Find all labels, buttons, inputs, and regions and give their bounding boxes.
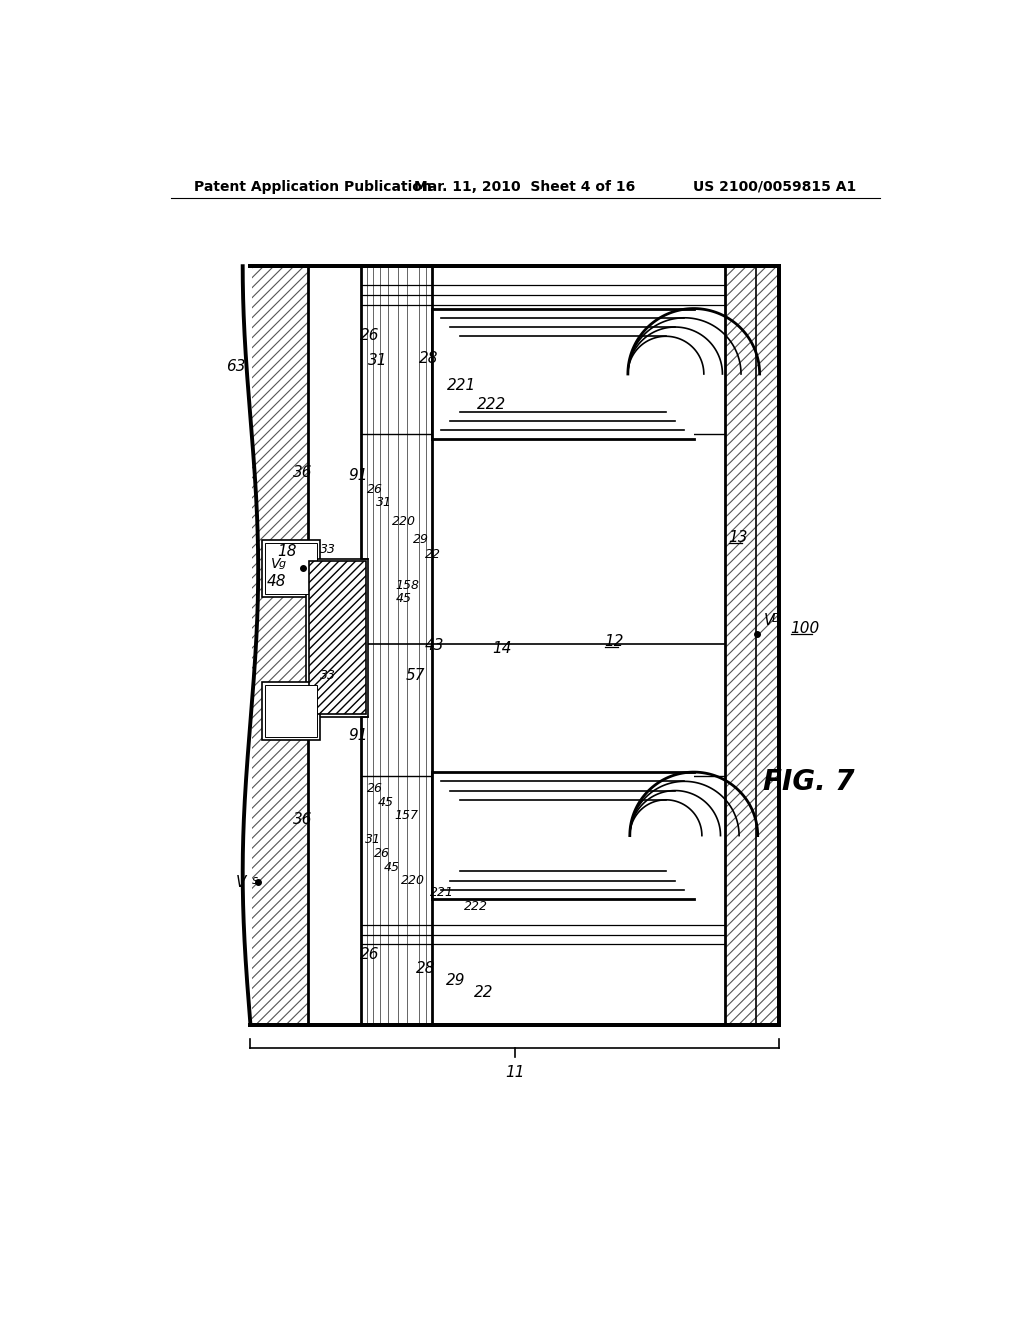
Text: 48: 48 xyxy=(267,574,287,590)
Text: V: V xyxy=(764,612,774,628)
Text: 45: 45 xyxy=(395,593,412,606)
Bar xyxy=(432,772,693,899)
Text: Patent Application Publication: Patent Application Publication xyxy=(194,180,432,194)
Bar xyxy=(265,685,317,737)
Text: 11: 11 xyxy=(505,1065,524,1080)
Bar xyxy=(252,268,308,1023)
Text: 222: 222 xyxy=(477,397,506,412)
Text: V: V xyxy=(271,557,281,572)
Text: 45: 45 xyxy=(384,861,399,874)
Text: 18: 18 xyxy=(278,544,297,558)
Text: 158: 158 xyxy=(395,579,420,593)
Text: 221: 221 xyxy=(430,887,455,899)
Text: 33: 33 xyxy=(319,543,336,556)
Bar xyxy=(725,268,777,1023)
Bar xyxy=(360,267,432,1024)
Text: s: s xyxy=(252,874,258,887)
Text: 13: 13 xyxy=(729,529,749,545)
Text: 14: 14 xyxy=(493,640,512,656)
Text: 12: 12 xyxy=(604,634,624,648)
Text: 157: 157 xyxy=(394,809,419,822)
Text: 22: 22 xyxy=(474,985,494,999)
Text: D: D xyxy=(772,612,781,626)
Text: 28: 28 xyxy=(417,961,436,975)
Text: 222: 222 xyxy=(464,899,487,912)
Text: 26: 26 xyxy=(360,946,380,962)
Text: 91: 91 xyxy=(348,469,368,483)
Text: 28: 28 xyxy=(419,351,438,366)
Bar xyxy=(306,558,369,717)
Text: 31: 31 xyxy=(368,354,387,368)
Bar xyxy=(262,540,321,598)
Bar xyxy=(252,268,308,1023)
Text: 63: 63 xyxy=(226,359,246,374)
Text: 26: 26 xyxy=(368,483,383,496)
Text: g: g xyxy=(280,558,287,569)
Bar xyxy=(262,682,321,739)
Bar xyxy=(265,543,317,594)
Text: 36: 36 xyxy=(293,465,312,480)
Text: 26: 26 xyxy=(368,781,383,795)
Bar xyxy=(725,268,777,1023)
Text: 22: 22 xyxy=(425,548,440,561)
Bar xyxy=(308,561,366,714)
Text: 33: 33 xyxy=(319,669,336,682)
Text: 57: 57 xyxy=(406,668,425,684)
Text: FIG. 7: FIG. 7 xyxy=(763,768,854,796)
Text: 29: 29 xyxy=(414,533,429,546)
Text: 26: 26 xyxy=(360,327,380,343)
Text: 43: 43 xyxy=(425,639,444,653)
Text: 31: 31 xyxy=(376,496,392,510)
Text: 31: 31 xyxy=(365,833,381,846)
Text: V: V xyxy=(236,875,246,890)
Text: 220: 220 xyxy=(400,874,425,887)
Text: 221: 221 xyxy=(447,378,476,393)
Text: 45: 45 xyxy=(377,796,393,809)
Bar xyxy=(432,309,693,440)
Text: 36: 36 xyxy=(293,812,312,826)
Bar xyxy=(251,267,779,1024)
Text: 26: 26 xyxy=(374,847,390,861)
Text: 91: 91 xyxy=(348,729,368,743)
Text: 100: 100 xyxy=(791,620,820,636)
Text: Mar. 11, 2010  Sheet 4 of 16: Mar. 11, 2010 Sheet 4 of 16 xyxy=(414,180,636,194)
Text: US 2100/0059815 A1: US 2100/0059815 A1 xyxy=(693,180,856,194)
Text: 220: 220 xyxy=(391,515,416,528)
Text: 29: 29 xyxy=(445,973,465,989)
